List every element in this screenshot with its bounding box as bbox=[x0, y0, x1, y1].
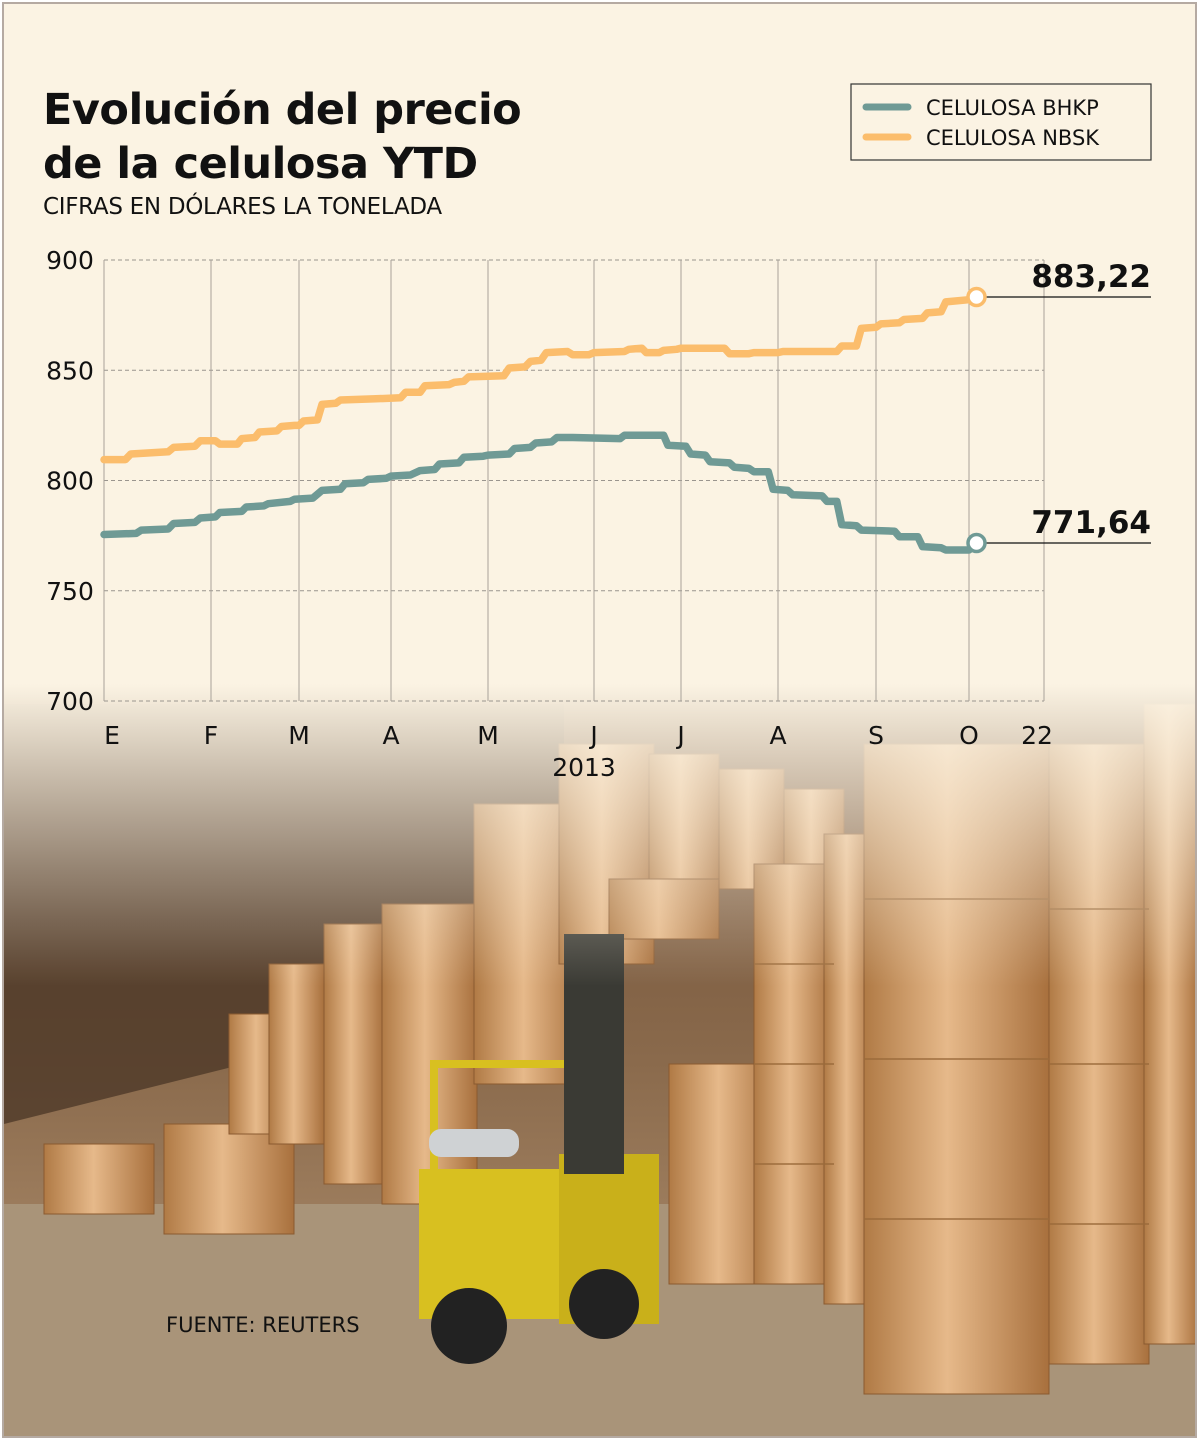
x-tick-label: E bbox=[104, 721, 120, 750]
y-tick-label: 900 bbox=[46, 246, 94, 275]
y-tick-label: 750 bbox=[46, 577, 94, 606]
x-tick-label: J bbox=[675, 721, 684, 750]
y-tick-label: 850 bbox=[46, 356, 94, 385]
chart-title-line-2: de la celulosa YTD bbox=[43, 139, 478, 189]
x-tick-label: F bbox=[204, 721, 218, 750]
end-point-marker bbox=[966, 532, 987, 554]
x-tick-label: M bbox=[477, 721, 499, 750]
y-tick-label: 700 bbox=[46, 687, 94, 716]
end-value-label: 771,64 bbox=[1031, 505, 1151, 541]
gridlines bbox=[103, 259, 1045, 702]
legend: CELULOSA BHKP CELULOSA NBSK bbox=[850, 83, 1152, 161]
warehouse-photo bbox=[4, 684, 1195, 1436]
end-labels: 771,64 883,22 bbox=[966, 259, 1151, 554]
x-axis-year-label: 2013 bbox=[552, 753, 616, 782]
y-tick-label: 800 bbox=[46, 467, 94, 496]
x-tick-label: M bbox=[288, 721, 310, 750]
x-axis-ticks: E F M A M J J A S O 22 bbox=[104, 721, 1053, 750]
x-tick-label: A bbox=[769, 721, 786, 750]
end-point-marker bbox=[966, 286, 987, 308]
series-line-bhkp bbox=[100, 431, 981, 554]
source-label: FUENTE: REUTERS bbox=[166, 1313, 360, 1337]
x-tick-label: A bbox=[382, 721, 399, 750]
series-lines bbox=[100, 293, 981, 554]
end-value-label: 883,22 bbox=[1031, 259, 1151, 295]
x-tick-label: J bbox=[588, 721, 597, 750]
legend-label-bhkp: CELULOSA BHKP bbox=[926, 96, 1099, 120]
chart-title-line-1: Evolución del precio bbox=[43, 85, 521, 135]
series-line-nbsk bbox=[100, 293, 981, 464]
legend-label-nbsk: CELULOSA NBSK bbox=[926, 126, 1100, 150]
x-tick-label: S bbox=[868, 721, 884, 750]
x-tick-label: O bbox=[959, 721, 979, 750]
x-tick-label: 22 bbox=[1021, 721, 1053, 750]
legend-box bbox=[850, 83, 1152, 161]
chart-subtitle: CIFRAS EN DÓLARES LA TONELADA bbox=[43, 192, 442, 220]
y-axis-ticks: 900 850 800 750 700 bbox=[46, 246, 94, 716]
chart-svg: Evolución del precio de la celulosa YTD … bbox=[4, 83, 1195, 1436]
